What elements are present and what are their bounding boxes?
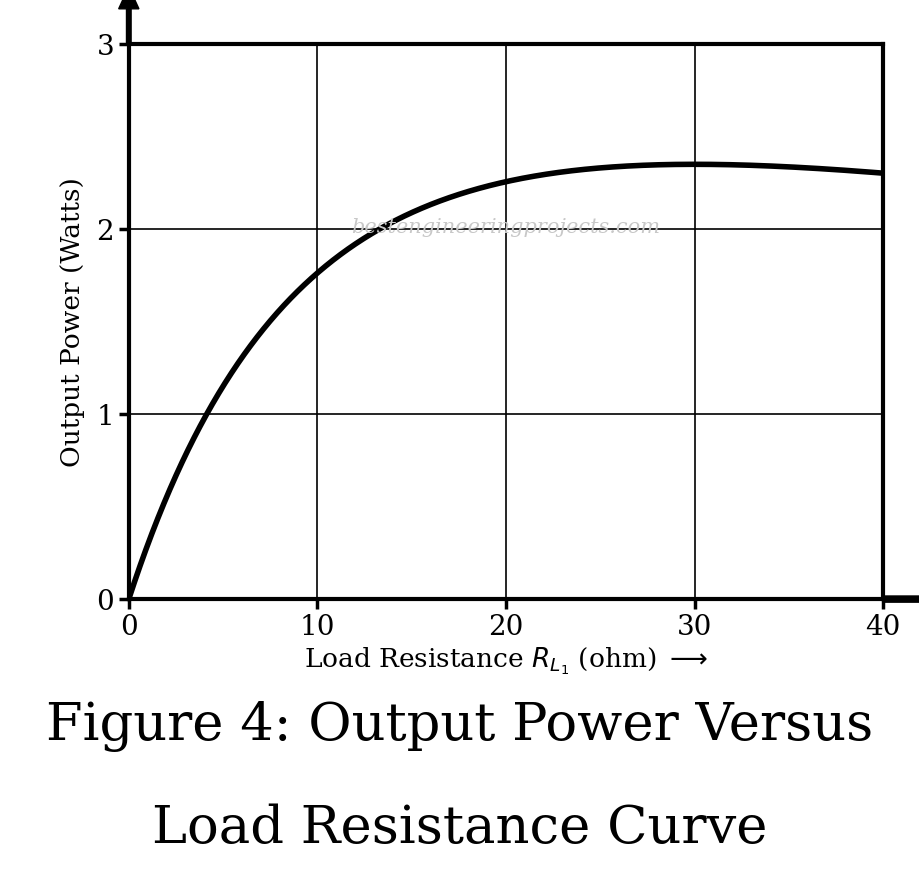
Y-axis label: Output Power (Watts): Output Power (Watts) [61,176,85,467]
Text: bestengineeringprojects.com: bestengineeringprojects.com [351,218,660,237]
Text: Load Resistance Curve: Load Resistance Curve [152,803,767,854]
Text: Figure 4: Output Power Versus: Figure 4: Output Power Versus [46,701,873,752]
Text: Load Resistance $R_{L_1}$ (ohm) $\longrightarrow$: Load Resistance $R_{L_1}$ (ohm) $\longri… [303,645,708,677]
